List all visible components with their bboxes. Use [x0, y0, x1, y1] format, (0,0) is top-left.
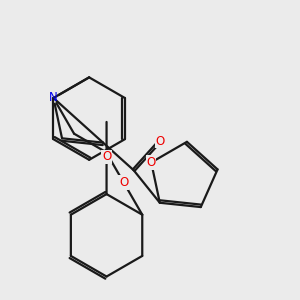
Text: O: O: [155, 135, 164, 148]
Text: O: O: [147, 156, 156, 169]
Text: N: N: [49, 92, 58, 104]
Text: O: O: [102, 151, 111, 164]
Text: O: O: [119, 176, 128, 189]
